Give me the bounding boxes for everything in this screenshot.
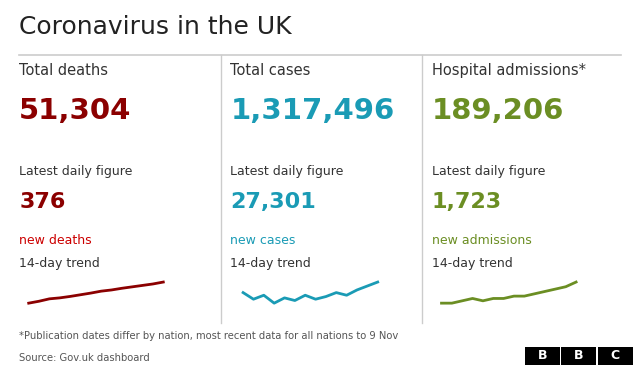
Text: 376: 376 — [19, 192, 65, 212]
Text: 14-day trend: 14-day trend — [230, 256, 311, 269]
Text: 1,723: 1,723 — [432, 192, 502, 212]
Text: Coronavirus in the UK: Coronavirus in the UK — [19, 15, 292, 39]
Text: 189,206: 189,206 — [432, 97, 564, 125]
Text: Total cases: Total cases — [230, 63, 311, 78]
Text: B: B — [538, 350, 547, 363]
Text: Latest daily figure: Latest daily figure — [19, 165, 132, 178]
FancyBboxPatch shape — [561, 347, 596, 365]
Text: B: B — [574, 350, 584, 363]
Text: C: C — [611, 350, 620, 363]
Text: *Publication dates differ by nation, most recent data for all nations to 9 Nov: *Publication dates differ by nation, mos… — [19, 331, 399, 340]
FancyBboxPatch shape — [598, 347, 633, 365]
Text: 14-day trend: 14-day trend — [432, 256, 513, 269]
Text: Hospital admissions*: Hospital admissions* — [432, 63, 586, 78]
Text: Latest daily figure: Latest daily figure — [432, 165, 545, 178]
FancyBboxPatch shape — [525, 347, 560, 365]
Text: new cases: new cases — [230, 234, 296, 247]
Text: Latest daily figure: Latest daily figure — [230, 165, 344, 178]
Text: 51,304: 51,304 — [19, 97, 132, 125]
Text: new deaths: new deaths — [19, 234, 92, 247]
Text: Total deaths: Total deaths — [19, 63, 108, 78]
Text: new admissions: new admissions — [432, 234, 532, 247]
Text: 1,317,496: 1,317,496 — [230, 97, 395, 125]
Text: 27,301: 27,301 — [230, 192, 316, 212]
Text: Source: Gov.uk dashboard: Source: Gov.uk dashboard — [19, 353, 150, 363]
Text: 14-day trend: 14-day trend — [19, 256, 100, 269]
